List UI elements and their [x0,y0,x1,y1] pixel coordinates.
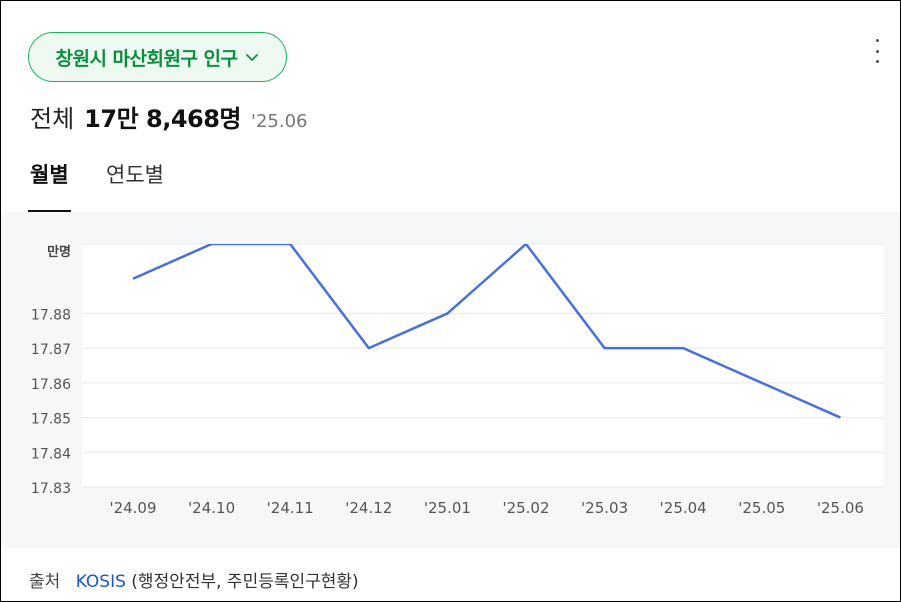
x-tick-label: '24.12 [345,499,392,517]
x-tick-label: '24.11 [267,499,314,517]
x-tick-label: '25.04 [660,499,707,517]
more-options-icon[interactable] [867,39,887,63]
x-tick-label: '25.01 [424,499,471,517]
y-tick-label: 17.84 [31,446,71,462]
x-tick-label: '25.02 [502,499,549,517]
period-tabs: 월별 연도별 [28,151,888,213]
chart-svg: 17.83 17.84 17.85 17.86 17.87 17.88 만명 '24.09 '2… [31,243,884,517]
x-tick-label: '25.06 [817,499,864,517]
summary-date: '25.06 [251,111,308,132]
y-tick-label: 17.85 [31,412,71,428]
active-tab-indicator [28,210,71,212]
region-selector-label: 창원시 마산회원구 인구 [55,47,238,70]
tab-monthly[interactable]: 월별 [30,163,69,187]
y-tick-label: 17.86 [31,377,71,393]
source-link[interactable]: KOSIS [75,572,126,592]
y-tick-label: 17.88 [31,307,71,323]
source-note: (행정안전부, 주민등록인구현황) [131,572,359,592]
source-label: 출처 [29,572,61,592]
plot-background [82,244,884,487]
population-summary: 전체 17만 8,468명 '25.06 [30,99,307,134]
summary-label: 전체 [30,105,75,133]
x-tick-label: '24.10 [188,499,235,517]
tab-yearly[interactable]: 연도별 [106,163,164,187]
population-chart: 17.83 17.84 17.85 17.86 17.87 17.88 만명 '24.09 '2… [1,212,900,548]
region-selector-button[interactable]: 창원시 마산회원구 인구 [28,32,287,82]
y-tick-label: 17.87 [31,342,71,358]
summary-value: 17만 8,468명 [84,105,241,133]
series-line [132,244,841,419]
y-tick-label: 17.83 [31,481,71,497]
x-tick-label: '24.09 [109,499,156,517]
x-tick-label: '25.05 [738,499,785,517]
source-footer: 출처 KOSIS (행정안전부, 주민등록인구현황) [29,567,359,592]
chevron-down-icon [244,49,260,65]
y-unit-label: 만명 [47,244,71,260]
x-tick-label: '25.03 [581,499,628,517]
